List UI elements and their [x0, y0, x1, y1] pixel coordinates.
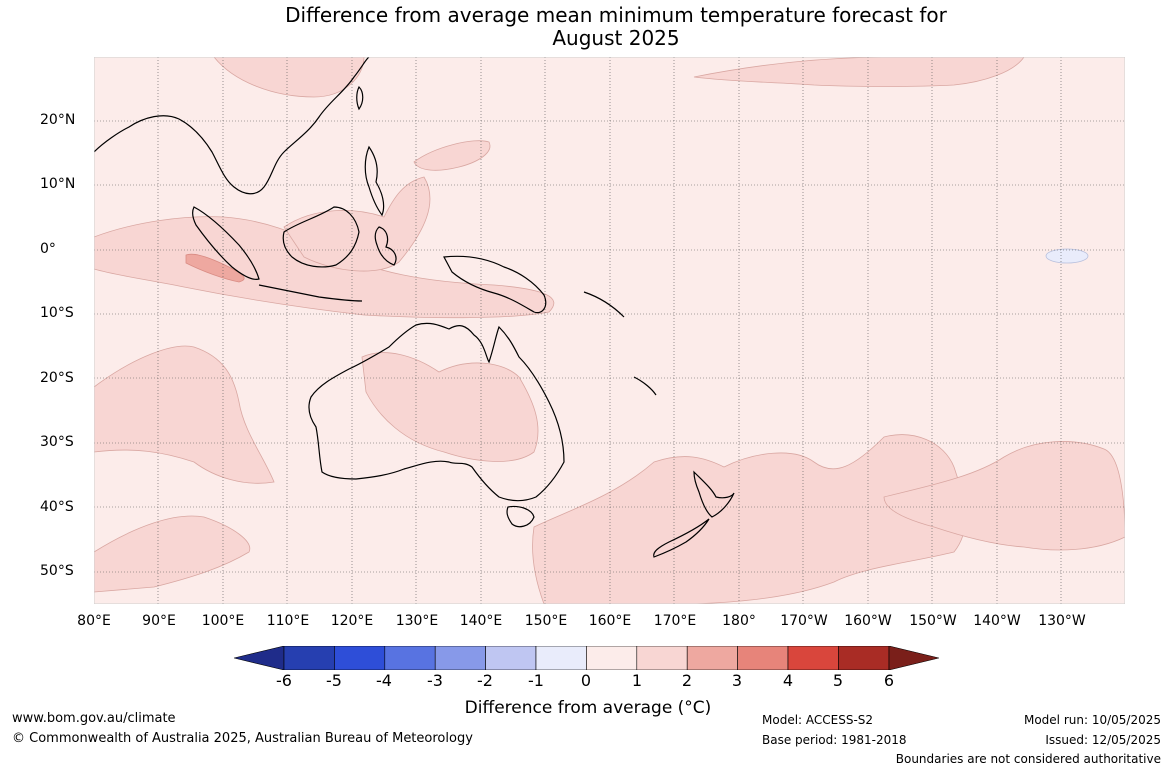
- model-run-text: Model run: 10/05/2025: [1023, 713, 1161, 727]
- colorbar: [234, 646, 939, 670]
- coast-taiwan: [356, 85, 364, 111]
- lat-label-50s: 50°S: [40, 563, 74, 579]
- coast-se-asia: [93, 56, 370, 195]
- issued-text: Issued: 12/05/2025: [1045, 733, 1161, 747]
- cbar-tick-3: 3: [731, 671, 743, 690]
- coast-australia: [308, 322, 565, 502]
- lon-label-160e: 160°E: [588, 613, 632, 629]
- lon-label-150w: 150°W: [909, 613, 957, 629]
- coast-tasmania: [506, 505, 535, 528]
- coast-new-caledonia: [633, 376, 657, 396]
- coastlines: [93, 56, 735, 558]
- lon-label-170w: 170°W: [780, 613, 828, 629]
- cbar-tick-minus2: -2: [477, 671, 493, 690]
- colorbar-segment-below-6: [234, 646, 285, 670]
- colorbar-segment-0: [586, 646, 638, 670]
- lon-label-140w: 140°W: [973, 613, 1021, 629]
- lat-label-10s: 10°S: [40, 305, 74, 321]
- map-svg: [93, 56, 1126, 605]
- colorbar-segment-minus4: [384, 646, 436, 670]
- cbar-tick-minus1: -1: [528, 671, 544, 690]
- region-central-australia: [361, 352, 539, 462]
- cbar-tick-2: 2: [681, 671, 693, 690]
- region-equatorial-pacific-negative: [1045, 248, 1089, 264]
- lon-label-160w: 160°W: [844, 613, 892, 629]
- lat-label-10n: 10°N: [40, 176, 76, 192]
- coast-nz-north: [693, 470, 735, 518]
- lat-label-0: 0°: [40, 241, 56, 257]
- cbar-tick-4: 4: [782, 671, 794, 690]
- lon-label-120e: 120°E: [330, 613, 374, 629]
- region-southern-ocean-nz: [532, 434, 966, 605]
- disclaimer-text: Boundaries are not considered authoritat…: [895, 752, 1161, 766]
- region-off-sumatra-2-to-3: [185, 253, 245, 283]
- region-far-south-indian: [93, 515, 251, 593]
- lon-label-130e: 130°E: [395, 613, 439, 629]
- colorbar-segment-above-6: [888, 646, 939, 670]
- region-south-indian-ocean: [93, 345, 275, 484]
- colorbar-segment-3: [737, 646, 789, 670]
- lon-label-80e: 80°E: [77, 613, 111, 629]
- cbar-tick-1: 1: [631, 671, 643, 690]
- model-text: Model: ACCESS-S2: [762, 713, 874, 727]
- cbar-tick-minus5: -5: [326, 671, 342, 690]
- colorbar-segment-5: [838, 646, 890, 670]
- gridlines: [94, 57, 1125, 604]
- colorbar-segment-4: [787, 646, 839, 670]
- lon-label-140e: 140°E: [459, 613, 503, 629]
- lon-label-170e: 170°E: [653, 613, 697, 629]
- forecast-map: [93, 56, 1126, 605]
- title-line-2: August 2025: [552, 26, 680, 50]
- coast-java: [258, 284, 363, 302]
- colorbar-segment-minus2: [485, 646, 537, 670]
- colorbar-segment-2: [686, 646, 738, 670]
- cbar-tick-minus3: -3: [427, 671, 443, 690]
- lon-label-150e: 150°E: [524, 613, 568, 629]
- colorbar-segment-minus1: [535, 646, 587, 670]
- title-line-1: Difference from average mean minimum tem…: [285, 3, 947, 27]
- colorbar-segment-minus6: [283, 646, 335, 670]
- cbar-tick-0: 0: [580, 671, 592, 690]
- coast-solomons: [583, 291, 625, 318]
- region-south-china-sea: [213, 56, 365, 98]
- base-period-text: Base period: 1981-2018: [762, 733, 907, 747]
- region-north-pacific-blob-2: [693, 56, 1025, 87]
- copyright-text: © Commonwealth of Australia 2025, Austra…: [12, 731, 473, 746]
- lon-label-130w: 130°W: [1038, 613, 1086, 629]
- coast-philippines: [364, 145, 385, 217]
- lat-label-20s: 20°S: [40, 370, 74, 386]
- coast-new-guinea: [443, 255, 547, 314]
- lat-label-20n: 20°N: [40, 112, 76, 128]
- colorbar-segment-minus5: [334, 646, 386, 670]
- lat-label-30s: 30°S: [40, 434, 74, 450]
- lon-label-180: 180°: [722, 613, 756, 629]
- lon-label-110e: 110°E: [266, 613, 310, 629]
- colorbar-segment-1: [636, 646, 688, 670]
- coast-borneo: [282, 206, 360, 268]
- lon-label-100e: 100°E: [201, 613, 245, 629]
- region-north-pacific-blob-1: [413, 140, 491, 171]
- coast-sulawesi: [374, 226, 397, 266]
- map-title: Difference from average mean minimum tem…: [0, 4, 1173, 50]
- cbar-tick-6: 6: [883, 671, 895, 690]
- website-link[interactable]: www.bom.gov.au/climate: [12, 711, 176, 726]
- colorbar-title: Difference from average (°C): [464, 698, 712, 718]
- cbar-tick-minus6: -6: [276, 671, 292, 690]
- coast-nz-south: [653, 518, 710, 558]
- coast-sumatra: [192, 206, 260, 280]
- lat-label-40s: 40°S: [40, 499, 74, 515]
- lon-label-90e: 90°E: [142, 613, 176, 629]
- colorbar-segment-minus3: [434, 646, 486, 670]
- cbar-tick-minus4: -4: [376, 671, 392, 690]
- cbar-tick-5: 5: [832, 671, 844, 690]
